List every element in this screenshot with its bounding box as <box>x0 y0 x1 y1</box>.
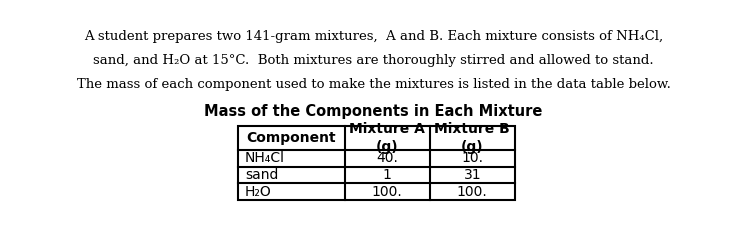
Text: sand, and H₂O at 15°C.  Both mixtures are thoroughly stirred and allowed to stan: sand, and H₂O at 15°C. Both mixtures are… <box>93 54 654 67</box>
Text: A student prepares two 141-gram mixtures,  A and B. Each mixture consists of NH₄: A student prepares two 141-gram mixtures… <box>84 30 663 43</box>
Text: 100.: 100. <box>372 185 402 199</box>
Text: The mass of each component used to make the mixtures is listed in the data table: The mass of each component used to make … <box>77 78 671 91</box>
Text: sand: sand <box>245 168 278 182</box>
Text: 31: 31 <box>464 168 481 182</box>
Text: Component: Component <box>246 131 336 145</box>
Text: 40.: 40. <box>376 151 398 165</box>
Text: H₂O: H₂O <box>245 185 271 199</box>
Text: 1: 1 <box>383 168 391 182</box>
Text: 10.: 10. <box>461 151 483 165</box>
Text: 100.: 100. <box>457 185 488 199</box>
Bar <box>238 126 515 200</box>
Text: Mixture B
(g): Mixture B (g) <box>434 123 510 154</box>
Text: Mixture A
(g): Mixture A (g) <box>349 123 425 154</box>
Text: NH₄Cl: NH₄Cl <box>245 151 285 165</box>
Text: Mass of the Components in Each Mixture: Mass of the Components in Each Mixture <box>204 104 543 119</box>
